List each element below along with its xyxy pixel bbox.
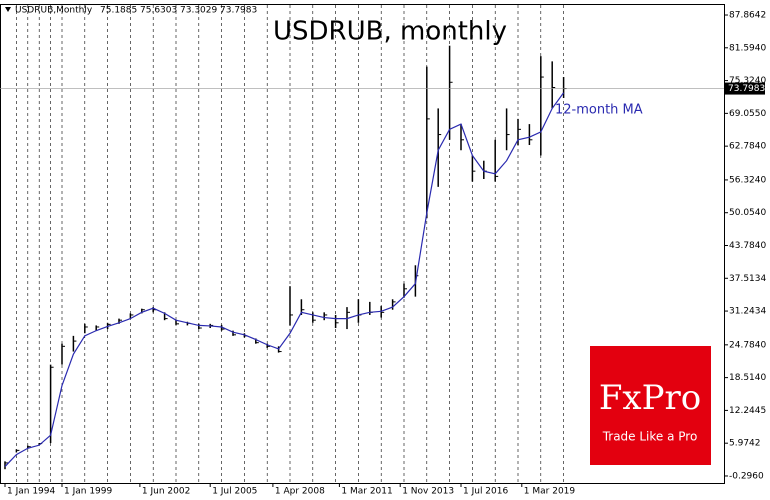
ma-annotation: 12-month MA bbox=[555, 103, 643, 118]
y-tick-label: -0.2960 bbox=[729, 471, 764, 481]
y-tick-label: 75.3240 bbox=[729, 76, 766, 86]
y-tick-label: 87.8642 bbox=[729, 11, 766, 21]
logo-box bbox=[590, 346, 711, 465]
y-tick-label: 62.7840 bbox=[729, 142, 766, 152]
y-tick-label: 31.2434 bbox=[729, 307, 766, 317]
y-tick-label: 43.7840 bbox=[729, 241, 766, 251]
y-tick-label: 56.3240 bbox=[729, 175, 766, 185]
y-tick-label: 24.7840 bbox=[729, 340, 766, 350]
header-low: 73.3029 bbox=[180, 6, 217, 16]
header-open: 75.1885 bbox=[100, 6, 137, 16]
y-tick-label: 18.5140 bbox=[729, 373, 766, 383]
x-tick-label: 1 Jan 1999 bbox=[64, 487, 112, 497]
header-arrow bbox=[5, 7, 11, 12]
logo-brand: FxPro bbox=[599, 378, 701, 418]
y-tick-label: 37.5134 bbox=[729, 274, 766, 284]
x-tick-label: 1 Jan 1994 bbox=[7, 487, 55, 497]
x-tick-label: 1 Apr 2008 bbox=[275, 487, 325, 497]
header-close: 73.7983 bbox=[220, 6, 257, 16]
x-tick-label: 1 Jun 2002 bbox=[142, 487, 190, 497]
logo-tagline: Trade Like a Pro bbox=[602, 430, 698, 444]
chart-title: USDRUB, monthly bbox=[273, 17, 507, 47]
x-tick-label: 1 Mar 2019 bbox=[524, 487, 576, 497]
x-tick-label: 1 Jul 2005 bbox=[212, 487, 257, 497]
header-symbol: USDRUB,Monthly bbox=[15, 6, 93, 16]
last-price-label: 73.7983 bbox=[728, 84, 765, 94]
x-tick-label: 1 Jul 2016 bbox=[463, 487, 508, 497]
x-tick-label: 1 Mar 2011 bbox=[341, 487, 392, 497]
last-price-box bbox=[725, 82, 765, 95]
y-tick-label: 81.5940 bbox=[729, 43, 766, 53]
y-tick-label: 5.9742 bbox=[729, 439, 761, 449]
header-high: 75.6303 bbox=[140, 6, 177, 16]
x-tick-label: 1 Nov 2013 bbox=[402, 487, 454, 497]
ma-line bbox=[4, 92, 565, 467]
plot-layer bbox=[4, 5, 567, 483]
y-tick-label: 50.0540 bbox=[729, 208, 766, 218]
y-tick-label: 12.2445 bbox=[729, 406, 766, 416]
y-tick-label: 69.0550 bbox=[729, 109, 766, 119]
